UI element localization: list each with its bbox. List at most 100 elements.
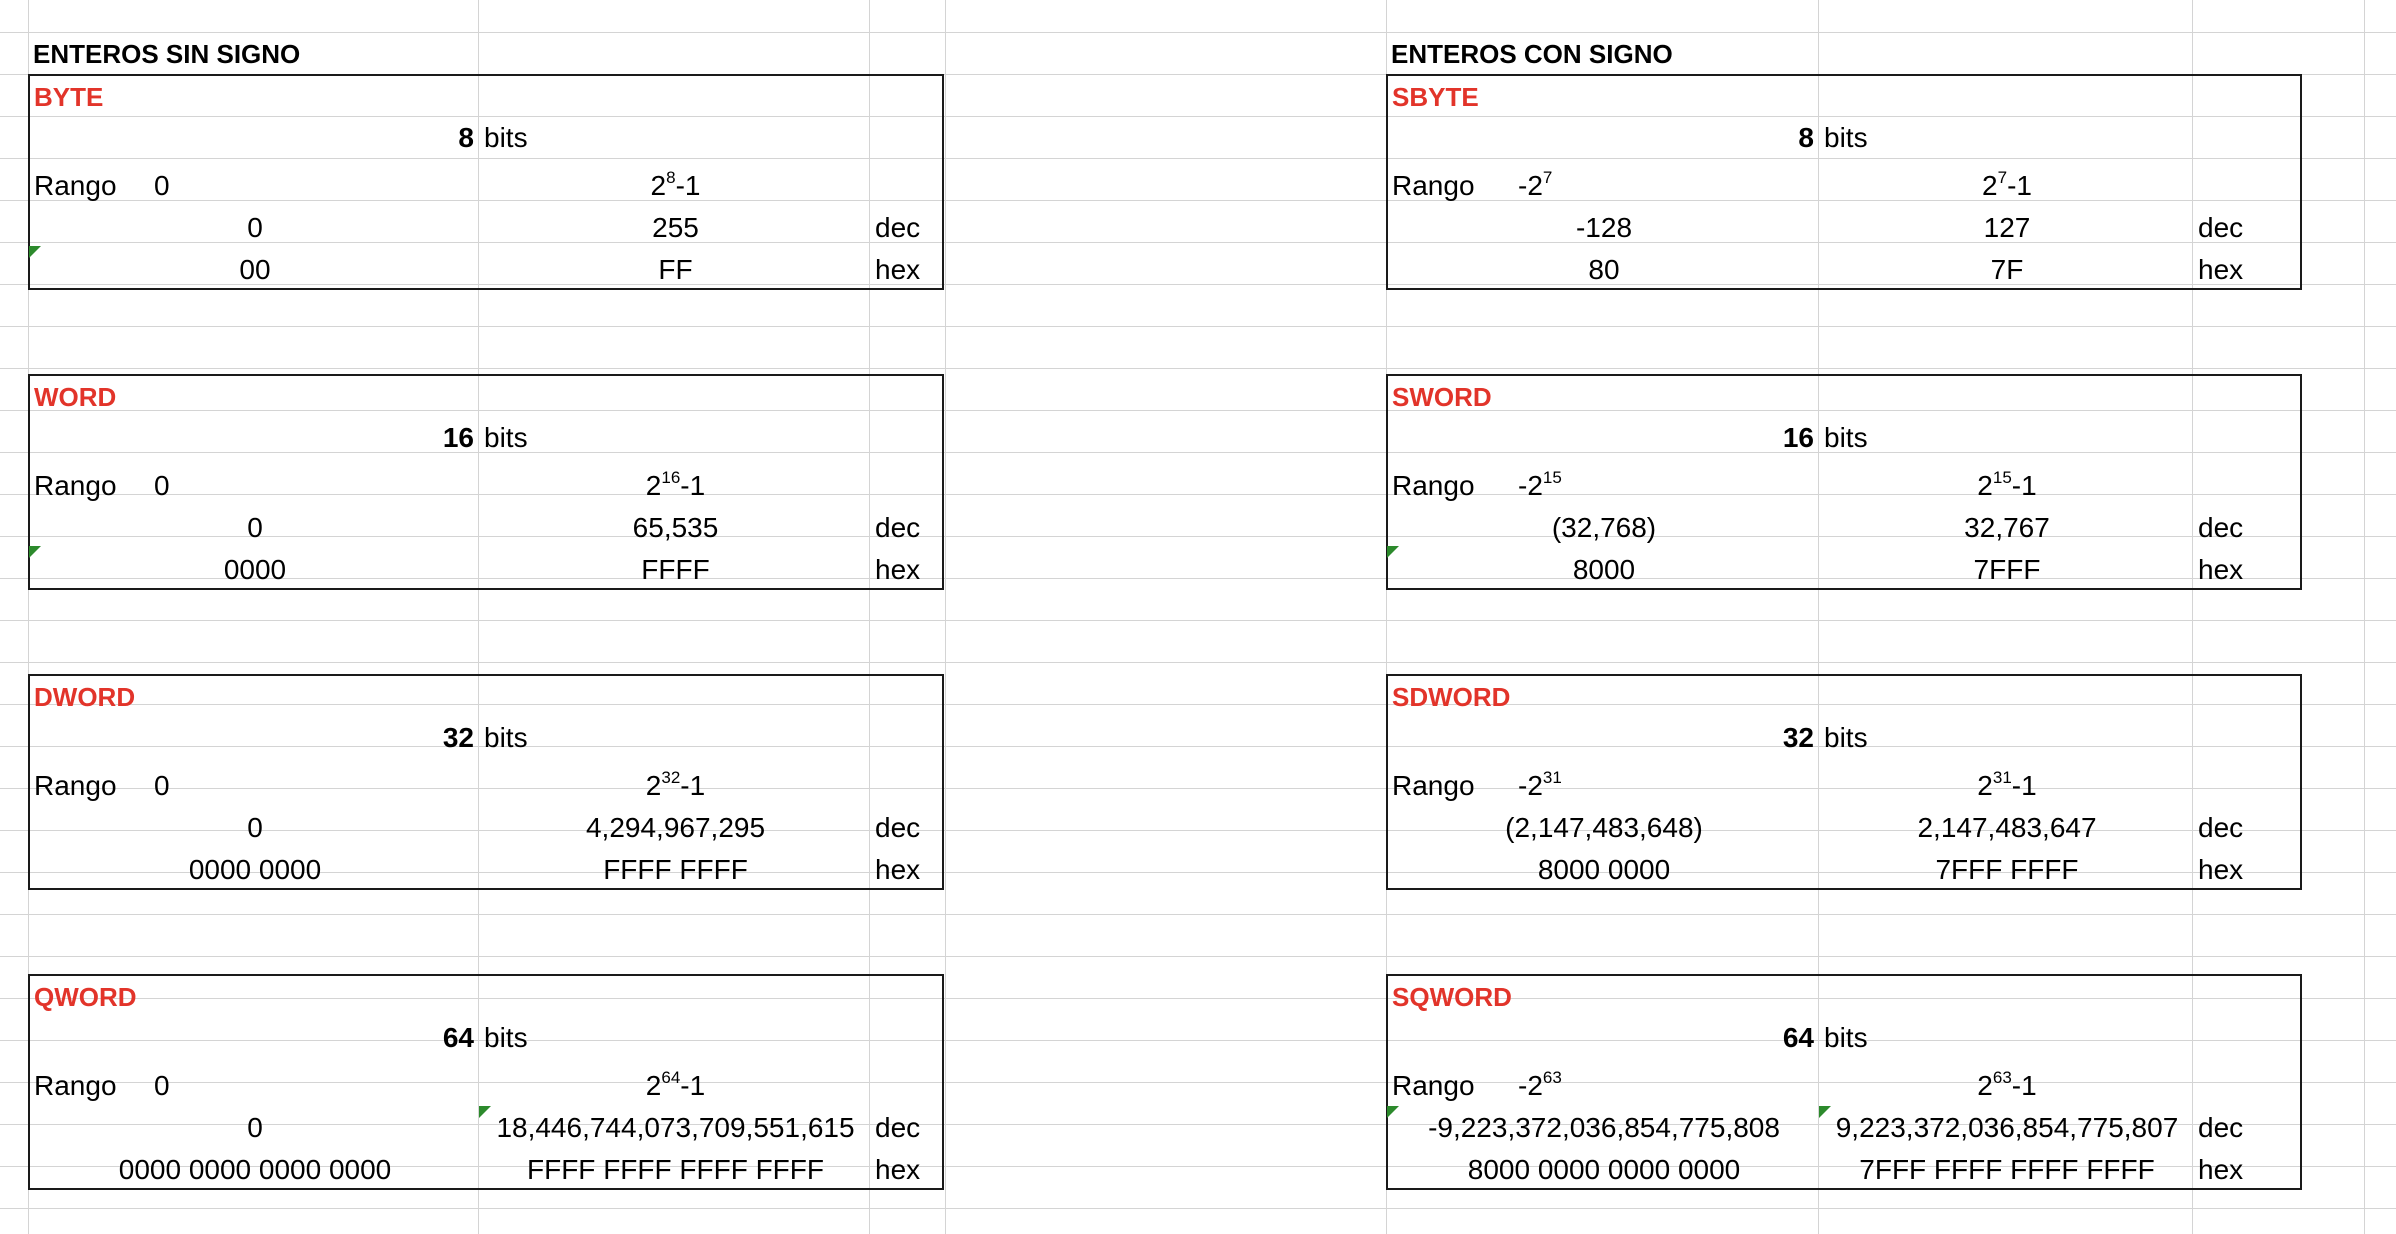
unsigned-rango-label[interactable]: Rango	[34, 470, 117, 501]
unsigned-min-power[interactable]: 0	[154, 470, 170, 501]
unsigned-hex-label[interactable]: hex	[875, 854, 921, 885]
signed-min-dec[interactable]: -128	[1575, 212, 1633, 243]
unsigned-min-power[interactable]: 0	[154, 770, 170, 801]
unsigned-qword-table[interactable]: QWORD 64 bits Rango 0 264-1 0 18,446,744,073,70…	[28, 974, 944, 1190]
signed-dec-label[interactable]: dec	[2198, 512, 2244, 543]
signed-min-hex[interactable]: 8000 0000	[1537, 854, 1671, 885]
signed-bits-label[interactable]: bits	[1824, 722, 1868, 753]
signed-rango-label[interactable]: Rango	[1392, 770, 1475, 801]
unsigned-min-dec[interactable]: 0	[247, 812, 263, 843]
signed-max-dec[interactable]: 32,767	[1964, 512, 2050, 543]
unsigned-min-hex[interactable]: 0000 0000	[188, 854, 322, 885]
signed-rango-label[interactable]: Rango	[1392, 1070, 1475, 1101]
signed-min-dec[interactable]: (32,768)	[1551, 512, 1657, 543]
unsigned-dec-label[interactable]: dec	[875, 1112, 921, 1143]
signed-section-title[interactable]: ENTEROS CON SIGNO	[1391, 39, 1673, 69]
unsigned-dec-label[interactable]: dec	[875, 212, 921, 243]
unsigned-bits-count[interactable]: 32	[442, 722, 474, 753]
unsigned-max-hex[interactable]: FFFF FFFF	[603, 854, 748, 885]
signed-bits-count[interactable]: 8	[1798, 122, 1814, 153]
signed-max-power[interactable]: 231-1	[1977, 767, 2037, 801]
signed-min-power[interactable]: -231	[1518, 767, 1562, 801]
unsigned-dec-label[interactable]: dec	[875, 812, 921, 843]
signed-sbyte-table[interactable]: SBYTE 8 bits Rango -27 27-1 -128 127 dec 80 7F hex	[1386, 74, 2302, 290]
unsigned-max-power[interactable]: 216-1	[645, 467, 706, 501]
unsigned-max-power[interactable]: 28-1	[650, 167, 701, 201]
unsigned-min-dec[interactable]: 0	[247, 1112, 263, 1143]
signed-hex-label[interactable]: hex	[2198, 854, 2244, 885]
unsigned-bits-count[interactable]: 16	[442, 422, 474, 453]
unsigned-dec-label[interactable]: dec	[875, 512, 921, 543]
signed-sword-table[interactable]: SWORD 16 bits Rango -215 215-1 (32,768) 32,767 d…	[1386, 374, 2302, 590]
signed-bits-label[interactable]: bits	[1824, 1022, 1868, 1053]
signed-bits-count[interactable]: 16	[1782, 422, 1814, 453]
unsigned-max-dec[interactable]: 255	[652, 212, 699, 243]
unsigned-max-hex[interactable]: FFFF	[641, 554, 710, 585]
signed-rango-label[interactable]: Rango	[1392, 470, 1475, 501]
signed-min-dec[interactable]: (2,147,483,648)	[1505, 812, 1703, 843]
signed-rango-label[interactable]: Rango	[1392, 170, 1475, 201]
signed-type-name[interactable]: SWORD	[1392, 382, 1492, 412]
unsigned-min-hex[interactable]: 00	[239, 254, 271, 285]
unsigned-bits-label[interactable]: bits	[484, 422, 528, 453]
signed-bits-count[interactable]: 64	[1782, 1022, 1814, 1053]
signed-dec-label[interactable]: dec	[2198, 812, 2244, 843]
unsigned-dword-table[interactable]: DWORD 32 bits Rango 0 232-1 0 4,294,967,295 dec 0…	[28, 674, 944, 890]
signed-dec-label[interactable]: dec	[2198, 212, 2244, 243]
signed-min-power[interactable]: -215	[1518, 467, 1562, 501]
unsigned-byte-table[interactable]: BYTE 8 bits Rango 0 28-1 0 255 dec 00 FF hex	[28, 74, 944, 290]
unsigned-hex-label[interactable]: hex	[875, 554, 921, 585]
unsigned-max-dec[interactable]: 65,535	[632, 512, 719, 543]
unsigned-type-name[interactable]: WORD	[34, 382, 117, 412]
signed-min-hex[interactable]: 8000	[1572, 554, 1636, 585]
signed-hex-label[interactable]: hex	[2198, 254, 2244, 285]
unsigned-bits-label[interactable]: bits	[484, 1022, 528, 1053]
signed-min-hex[interactable]: 8000 0000 0000 0000	[1467, 1154, 1741, 1185]
unsigned-max-hex[interactable]: FFFF FFFF FFFF FFFF	[527, 1154, 824, 1185]
unsigned-min-power[interactable]: 0	[154, 170, 170, 201]
signed-type-name[interactable]: SDWORD	[1392, 682, 1511, 712]
signed-sqword-table[interactable]: SQWORD 64 bits Rango -263 263-1 -9,223,372,036…	[1386, 974, 2302, 1190]
unsigned-min-power[interactable]: 0	[154, 1070, 170, 1101]
unsigned-bits-count[interactable]: 64	[442, 1022, 474, 1053]
unsigned-max-power[interactable]: 264-1	[645, 1067, 706, 1101]
unsigned-min-dec[interactable]: 0	[247, 212, 263, 243]
unsigned-rango-label[interactable]: Rango	[34, 170, 117, 201]
unsigned-min-dec[interactable]: 0	[247, 512, 263, 543]
signed-type-name[interactable]: SQWORD	[1392, 982, 1512, 1012]
signed-max-hex[interactable]: 7FFF FFFF FFFF FFFF	[1859, 1154, 2155, 1185]
signed-bits-count[interactable]: 32	[1782, 722, 1814, 753]
unsigned-min-hex[interactable]: 0000	[223, 554, 287, 585]
error-indicator-icon[interactable]	[1819, 1106, 1831, 1118]
unsigned-hex-label[interactable]: hex	[875, 254, 921, 285]
signed-max-hex[interactable]: 7FFF	[1973, 554, 2041, 585]
signed-max-dec[interactable]: 127	[1983, 212, 2031, 243]
signed-type-name[interactable]: SBYTE	[1392, 82, 1479, 112]
error-indicator-icon[interactable]	[479, 1106, 491, 1118]
signed-min-hex[interactable]: 80	[1588, 254, 1620, 285]
unsigned-max-hex[interactable]: FF	[658, 254, 693, 285]
unsigned-type-name[interactable]: BYTE	[34, 82, 104, 112]
signed-min-power[interactable]: -27	[1518, 167, 1553, 201]
signed-hex-label[interactable]: hex	[2198, 1154, 2244, 1185]
unsigned-rango-label[interactable]: Rango	[34, 1070, 117, 1101]
unsigned-max-dec[interactable]: 18,446,744,073,709,551,615	[496, 1112, 855, 1143]
signed-hex-label[interactable]: hex	[2198, 554, 2244, 585]
unsigned-rango-label[interactable]: Rango	[34, 770, 117, 801]
error-indicator-icon[interactable]	[29, 246, 41, 258]
error-indicator-icon[interactable]	[1387, 546, 1399, 558]
signed-dec-label[interactable]: dec	[2198, 1112, 2244, 1143]
error-indicator-icon[interactable]	[29, 546, 41, 558]
unsigned-word-table[interactable]: WORD 16 bits Rango 0 216-1 0 65,535 dec 0000 FFFF h…	[28, 374, 944, 590]
error-indicator-icon[interactable]	[1387, 1106, 1399, 1118]
signed-max-power[interactable]: 27-1	[1982, 167, 2032, 201]
unsigned-max-dec[interactable]: 4,294,967,295	[585, 812, 766, 843]
signed-sdword-table[interactable]: SDWORD 32 bits Rango -231 231-1 (2,147,483,648…	[1386, 674, 2302, 890]
signed-min-power[interactable]: -263	[1518, 1067, 1562, 1101]
signed-bits-label[interactable]: bits	[1824, 122, 1868, 153]
unsigned-bits-label[interactable]: bits	[484, 722, 528, 753]
unsigned-bits-count[interactable]: 8	[458, 122, 474, 153]
signed-max-dec[interactable]: 9,223,372,036,854,775,807	[1835, 1112, 2179, 1143]
unsigned-type-name[interactable]: QWORD	[34, 982, 137, 1012]
signed-max-hex[interactable]: 7F	[1990, 254, 2024, 285]
